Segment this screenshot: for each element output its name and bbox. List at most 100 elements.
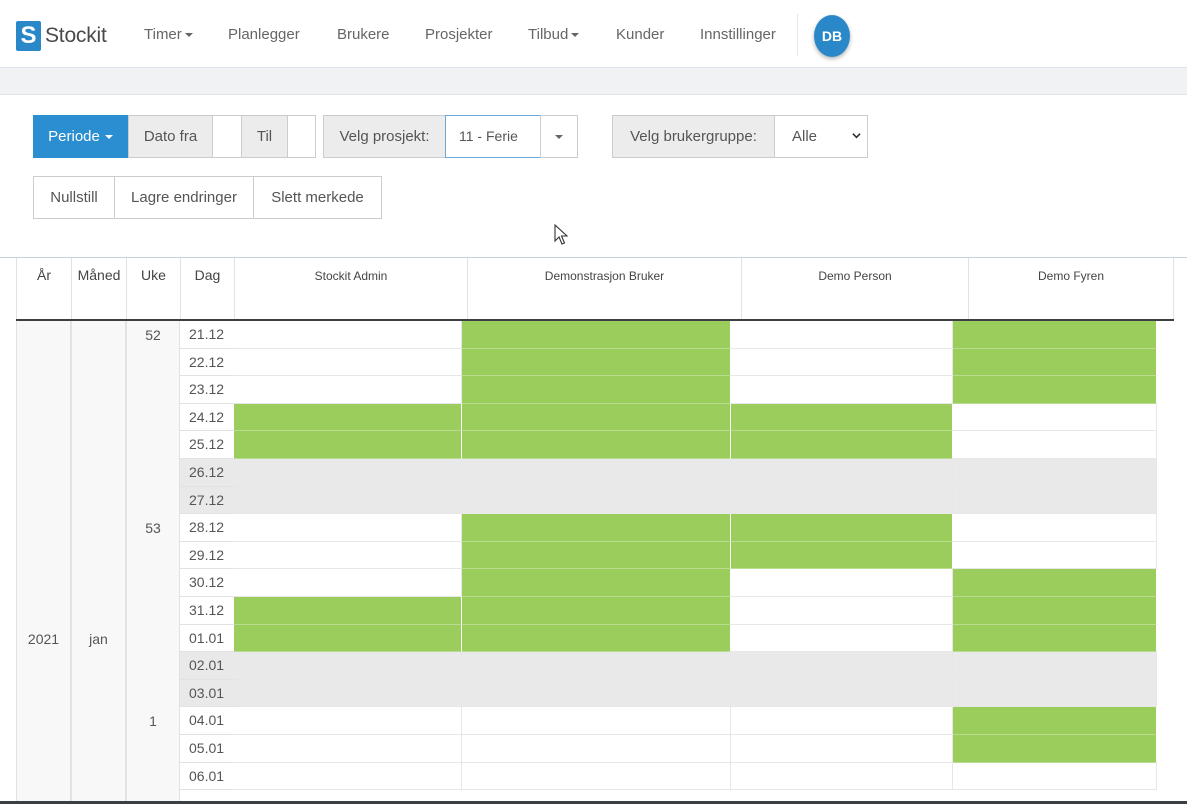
- plan-cell[interactable]: [731, 679, 953, 708]
- plan-cell[interactable]: [731, 652, 953, 680]
- marked-vacation-cell[interactable]: [234, 597, 462, 625]
- day-cell: 22.12: [180, 348, 234, 377]
- nav-brukere[interactable]: Brukere: [337, 26, 390, 43]
- marked-vacation-cell[interactable]: [462, 569, 731, 597]
- plan-cell[interactable]: [953, 431, 1157, 459]
- plan-cell[interactable]: [953, 762, 1157, 791]
- user-avatar[interactable]: DB: [814, 15, 850, 57]
- plan-cell[interactable]: [234, 459, 462, 487]
- chevron-down-icon: [852, 133, 861, 139]
- plan-cell[interactable]: [731, 735, 953, 763]
- usergroup-select[interactable]: Alle: [774, 115, 868, 158]
- period-dropdown-button[interactable]: Periode: [33, 115, 128, 158]
- project-select-input[interactable]: 11 - Ferie: [445, 115, 541, 158]
- marked-vacation-cell[interactable]: [462, 597, 731, 625]
- nav-innstillinger[interactable]: Innstillinger: [700, 26, 776, 43]
- marked-vacation-cell[interactable]: [462, 403, 731, 432]
- project-dropdown-toggle[interactable]: [540, 115, 578, 158]
- nav-kunder[interactable]: Kunder: [616, 26, 665, 43]
- plan-cell[interactable]: [731, 321, 953, 349]
- marked-vacation-cell[interactable]: [462, 541, 731, 570]
- date-to-input[interactable]: [287, 115, 316, 158]
- plan-cell[interactable]: [234, 762, 462, 791]
- plan-cell[interactable]: [953, 486, 1157, 515]
- plan-cell[interactable]: [731, 459, 953, 487]
- plan-cell[interactable]: [462, 459, 731, 487]
- marked-vacation-cell[interactable]: [462, 624, 731, 653]
- marked-vacation-cell[interactable]: [731, 514, 953, 542]
- marked-vacation-cell[interactable]: [234, 624, 462, 653]
- year-label: 2021: [27, 630, 60, 647]
- marked-vacation-cell[interactable]: [234, 403, 462, 432]
- marked-vacation-cell[interactable]: [953, 569, 1157, 597]
- plan-cell[interactable]: [462, 735, 731, 763]
- plan-cell[interactable]: [731, 486, 953, 515]
- plan-cell[interactable]: [953, 679, 1157, 708]
- plan-cell[interactable]: [234, 707, 462, 735]
- delete-marked-button[interactable]: Slett merkede: [253, 176, 382, 219]
- date-from-input[interactable]: [212, 115, 242, 158]
- plan-cell[interactable]: [731, 707, 953, 735]
- grid-top-border: [0, 257, 1187, 258]
- plan-cell[interactable]: [731, 569, 953, 597]
- nav-prosjekter[interactable]: Prosjekter: [425, 26, 493, 43]
- caret-down-icon: [555, 135, 563, 140]
- plan-cell[interactable]: [234, 735, 462, 763]
- plan-cell[interactable]: [953, 514, 1157, 542]
- plan-cell[interactable]: [234, 376, 462, 404]
- marked-vacation-cell[interactable]: [462, 348, 731, 377]
- plan-cell[interactable]: [234, 514, 462, 542]
- plan-cell[interactable]: [462, 652, 731, 680]
- marked-vacation-cell[interactable]: [953, 348, 1157, 377]
- marked-vacation-cell[interactable]: [731, 403, 953, 432]
- plan-cell[interactable]: [731, 376, 953, 404]
- plan-cell[interactable]: [234, 348, 462, 377]
- plan-cell[interactable]: [462, 762, 731, 791]
- plan-cell[interactable]: [234, 541, 462, 570]
- marked-vacation-cell[interactable]: [462, 321, 731, 349]
- save-changes-button[interactable]: Lagre endringer: [114, 176, 254, 219]
- marked-vacation-cell[interactable]: [953, 376, 1157, 404]
- marked-vacation-cell[interactable]: [953, 597, 1157, 625]
- plan-cell[interactable]: [462, 486, 731, 515]
- reset-button[interactable]: Nullstill: [33, 176, 115, 219]
- plan-cell[interactable]: [462, 679, 731, 708]
- plan-cell[interactable]: [234, 679, 462, 708]
- plan-cell[interactable]: [953, 403, 1157, 432]
- header-month: Måned: [71, 258, 126, 320]
- nav-tilbud[interactable]: Tilbud: [528, 26, 580, 43]
- marked-vacation-cell[interactable]: [953, 707, 1157, 735]
- plan-cell[interactable]: [731, 762, 953, 791]
- usergroup-label: Velg brukergruppe:: [612, 115, 775, 158]
- marked-vacation-cell[interactable]: [731, 431, 953, 459]
- plan-cell[interactable]: [953, 652, 1157, 680]
- day-cell: 23.12: [180, 376, 234, 404]
- day-cell: 31.12: [180, 597, 234, 625]
- marked-vacation-cell[interactable]: [731, 541, 953, 570]
- marked-vacation-cell[interactable]: [953, 321, 1157, 349]
- marked-vacation-cell[interactable]: [462, 514, 731, 542]
- plan-cell[interactable]: [234, 486, 462, 515]
- day-cell: 25.12: [180, 431, 234, 459]
- marked-vacation-cell[interactable]: [462, 431, 731, 459]
- mouse-pointer-icon: [554, 224, 569, 245]
- plan-cell[interactable]: [234, 652, 462, 680]
- plan-cell[interactable]: [731, 597, 953, 625]
- plan-cell[interactable]: [234, 569, 462, 597]
- plan-cell[interactable]: [234, 321, 462, 349]
- plan-cell[interactable]: [731, 348, 953, 377]
- plan-cell[interactable]: [462, 707, 731, 735]
- marked-vacation-cell[interactable]: [462, 376, 731, 404]
- nav-planlegger[interactable]: Planlegger: [228, 26, 300, 43]
- marked-vacation-cell[interactable]: [234, 431, 462, 459]
- nav-timer[interactable]: Timer: [144, 26, 193, 43]
- brand[interactable]: S Stockit: [16, 21, 107, 51]
- marked-vacation-cell[interactable]: [953, 735, 1157, 763]
- nav-divider: [797, 14, 798, 56]
- plan-cell[interactable]: [953, 459, 1157, 487]
- plan-cell[interactable]: [731, 624, 953, 653]
- day-cell: 26.12: [180, 459, 234, 487]
- plan-cell[interactable]: [953, 541, 1157, 570]
- header-week: Uke: [126, 258, 180, 320]
- marked-vacation-cell[interactable]: [953, 624, 1157, 653]
